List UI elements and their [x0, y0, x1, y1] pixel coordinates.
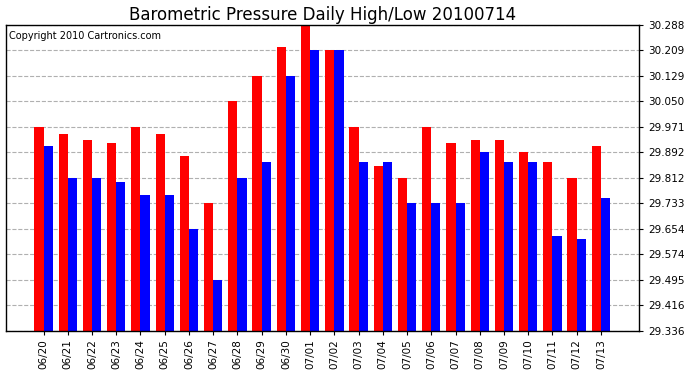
Bar — [277, 47, 286, 375]
Bar — [529, 162, 538, 375]
Bar — [325, 51, 335, 375]
Text: Copyright 2010 Cartronics.com: Copyright 2010 Cartronics.com — [9, 31, 161, 41]
Bar — [34, 127, 43, 375]
Bar — [165, 195, 174, 375]
Bar — [92, 178, 101, 375]
Bar — [59, 134, 68, 375]
Bar — [179, 156, 189, 375]
Bar — [189, 228, 198, 375]
Bar — [213, 279, 222, 375]
Bar — [422, 127, 431, 375]
Bar — [131, 127, 141, 375]
Bar — [398, 178, 407, 375]
Bar — [228, 102, 237, 375]
Bar — [301, 25, 310, 375]
Bar — [567, 178, 577, 375]
Bar — [253, 76, 262, 375]
Bar — [359, 162, 368, 375]
Bar — [407, 203, 416, 375]
Bar — [446, 143, 455, 375]
Bar — [310, 51, 319, 375]
Bar — [349, 127, 359, 375]
Bar — [68, 178, 77, 375]
Bar — [601, 198, 610, 375]
Bar — [83, 140, 92, 375]
Title: Barometric Pressure Daily High/Low 20100714: Barometric Pressure Daily High/Low 20100… — [128, 6, 516, 24]
Bar — [107, 143, 116, 375]
Bar — [553, 236, 562, 375]
Bar — [543, 162, 553, 375]
Bar — [237, 178, 246, 375]
Bar — [141, 195, 150, 375]
Bar — [577, 239, 586, 375]
Bar — [480, 152, 489, 375]
Bar — [335, 51, 344, 375]
Bar — [43, 146, 52, 375]
Bar — [504, 162, 513, 375]
Bar — [431, 203, 440, 375]
Bar — [495, 140, 504, 375]
Bar — [519, 152, 529, 375]
Bar — [286, 76, 295, 375]
Bar — [592, 146, 601, 375]
Bar — [471, 140, 480, 375]
Bar — [373, 166, 383, 375]
Bar — [155, 134, 165, 375]
Bar — [383, 162, 392, 375]
Bar — [455, 203, 465, 375]
Bar — [262, 162, 271, 375]
Bar — [116, 182, 126, 375]
Bar — [204, 203, 213, 375]
